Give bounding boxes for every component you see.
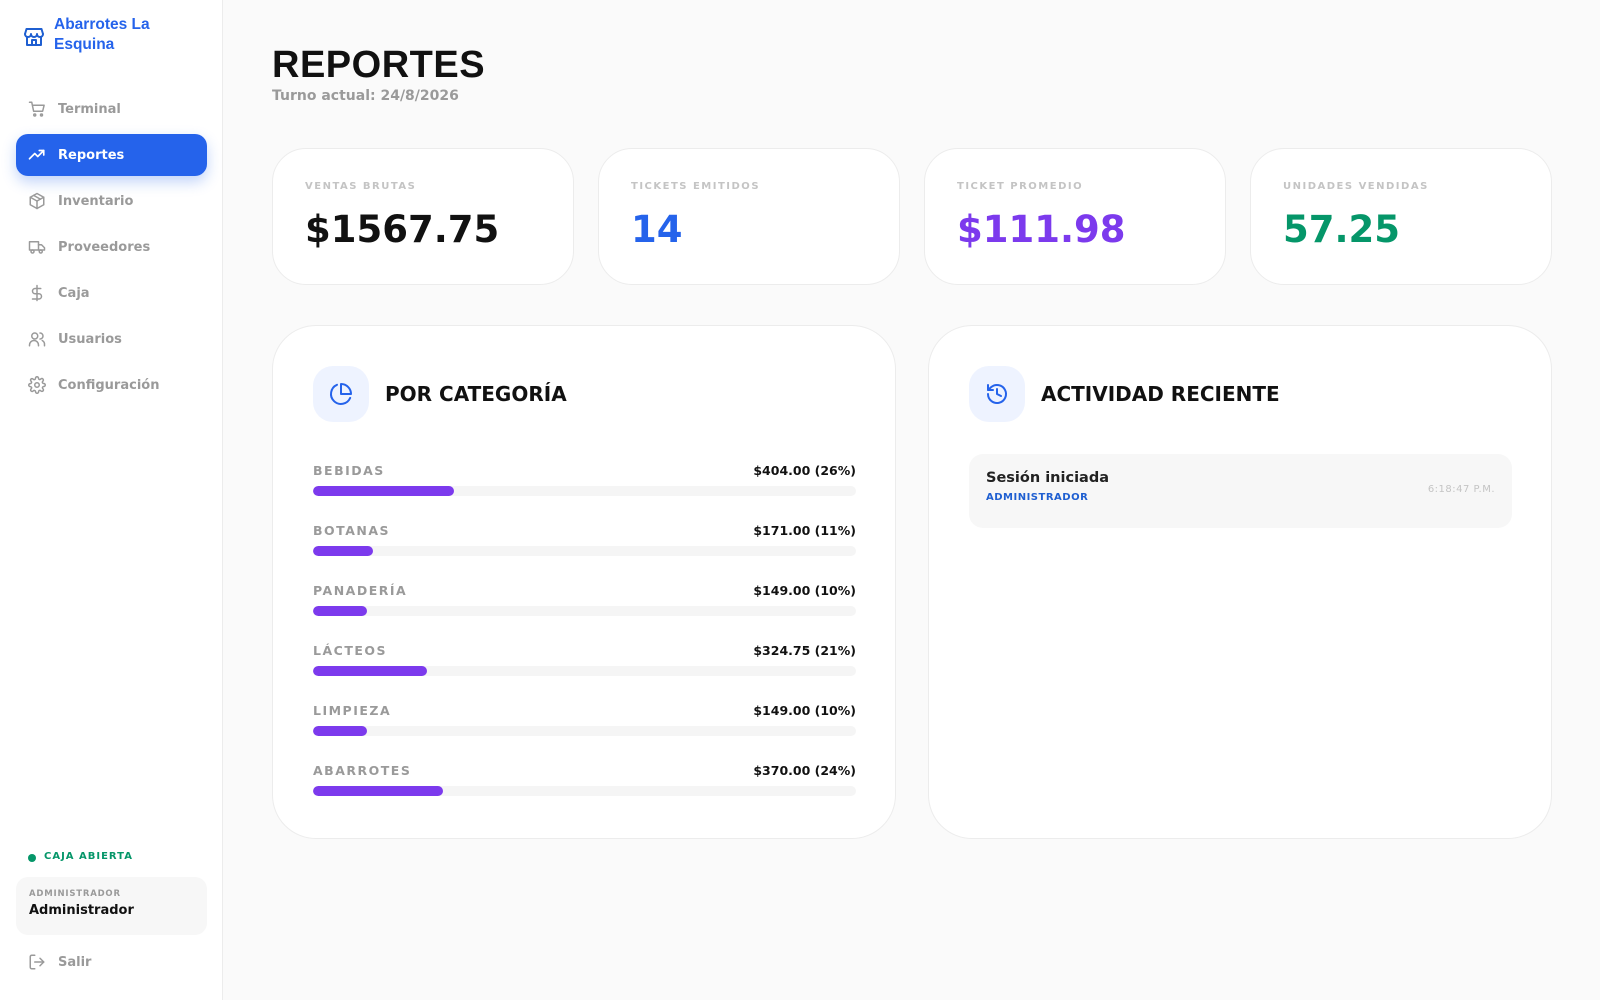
sidebar-item-proveedores[interactable]: Proveedores bbox=[16, 226, 207, 268]
category-row: BOTANAS $171.00 (11%) bbox=[313, 522, 856, 582]
category-row: BEBIDAS $404.00 (26%) bbox=[313, 462, 856, 522]
category-value: $324.75 (21%) bbox=[753, 642, 856, 658]
category-row: LÁCTEOS $324.75 (21%) bbox=[313, 642, 856, 702]
category-row: PANADERÍA $149.00 (10%) bbox=[313, 582, 856, 642]
brand[interactable]: Abarrotes La Esquina bbox=[22, 15, 174, 55]
activity-panel-title: ACTIVIDAD RECIENTE bbox=[1041, 382, 1280, 406]
sidebar-item-usuarios[interactable]: Usuarios bbox=[16, 318, 207, 360]
category-value: $370.00 (24%) bbox=[753, 762, 856, 778]
sidebar-item-label: Usuarios bbox=[58, 331, 122, 347]
activity-time: 6:18:47 P.M. bbox=[1427, 484, 1495, 495]
gear-icon bbox=[28, 376, 46, 394]
category-value: $404.00 (26%) bbox=[753, 462, 856, 478]
category-bar-fill bbox=[313, 606, 368, 616]
stat-card-ventas-brutas: VENTAS BRUTAS $1567.75 bbox=[272, 148, 574, 285]
category-bar-fill bbox=[313, 726, 368, 736]
category-bar-fill bbox=[313, 786, 444, 796]
stat-card-ticket-promedio: TICKET PROMEDIO $111.98 bbox=[924, 148, 1226, 285]
category-panel: POR CATEGORÍA BEBIDAS $404.00 (26%) BOTAN… bbox=[272, 325, 896, 839]
users-icon bbox=[28, 332, 46, 347]
sidebar-item-label: Proveedores bbox=[58, 239, 151, 255]
stat-value: $1567.75 bbox=[305, 208, 500, 251]
shift-date: Turno actual: 24/8/2026 bbox=[272, 88, 459, 104]
logout-label: Salir bbox=[58, 954, 92, 970]
sidebar-item-label: Inventario bbox=[58, 193, 134, 209]
category-row: LIMPIEZA $149.00 (10%) bbox=[313, 702, 856, 762]
sidebar-item-label: Configuración bbox=[58, 377, 160, 393]
category-bar-fill bbox=[313, 666, 428, 676]
caja-status: CAJA ABIERTA bbox=[28, 851, 133, 862]
sidebar: Abarrotes La Esquina Terminal Reportes I… bbox=[0, 0, 223, 1000]
user-role: ADMINISTRADOR bbox=[29, 889, 121, 899]
status-dot bbox=[28, 853, 36, 862]
stat-card-unidades-vendidas: UNIDADES VENDIDAS 57.25 bbox=[1250, 148, 1552, 285]
sidebar-item-label: Caja bbox=[58, 285, 90, 301]
category-list: BEBIDAS $404.00 (26%) BOTANAS $171.00 (11%… bbox=[313, 462, 856, 822]
category-panel-header: POR CATEGORÍA bbox=[313, 366, 567, 422]
trending-up-icon bbox=[28, 149, 45, 160]
category-name: LÁCTEOS bbox=[313, 642, 388, 658]
category-name: BEBIDAS bbox=[313, 462, 385, 478]
package-icon bbox=[29, 192, 45, 210]
category-panel-title: POR CATEGORÍA bbox=[385, 382, 567, 406]
stat-value: 14 bbox=[631, 208, 683, 251]
stat-card-tickets-emitidos: TICKETS EMITIDOS 14 bbox=[598, 148, 900, 285]
activity-panel-header: ACTIVIDAD RECIENTE bbox=[969, 366, 1280, 422]
category-bar-fill bbox=[313, 546, 373, 556]
stat-label: UNIDADES VENDIDAS bbox=[1283, 181, 1429, 192]
page-title: REPORTES bbox=[272, 44, 486, 86]
caja-status-label: CAJA ABIERTA bbox=[44, 851, 133, 862]
history-icon bbox=[969, 366, 1025, 422]
sidebar-item-caja[interactable]: Caja bbox=[16, 272, 207, 314]
pie-chart-icon bbox=[313, 366, 369, 422]
category-bar-fill bbox=[313, 486, 455, 496]
category-bar-track bbox=[313, 486, 856, 496]
dollar-icon bbox=[31, 284, 43, 302]
category-bar-track bbox=[313, 546, 856, 556]
stat-value: 57.25 bbox=[1283, 208, 1401, 251]
category-bar-track bbox=[313, 726, 856, 736]
sidebar-item-reportes[interactable]: Reportes bbox=[16, 134, 207, 176]
sidebar-item-label: Reportes bbox=[58, 147, 125, 163]
activity-title: Sesión iniciada bbox=[986, 470, 1109, 486]
user-card: ADMINISTRADOR Administrador bbox=[16, 877, 207, 935]
category-bar-track bbox=[313, 606, 856, 616]
category-name: PANADERÍA bbox=[313, 582, 408, 598]
activity-item: Sesión iniciada ADMINISTRADOR 6:18:47 P.… bbox=[969, 454, 1512, 528]
logout-icon bbox=[29, 954, 45, 970]
sidebar-item-terminal[interactable]: Terminal bbox=[16, 88, 207, 130]
category-value: $149.00 (10%) bbox=[753, 702, 856, 718]
sidebar-item-configuracion[interactable]: Configuración bbox=[16, 364, 207, 406]
brand-name: Abarrotes La Esquina bbox=[54, 16, 150, 53]
cart-icon bbox=[28, 101, 45, 117]
category-bar-track bbox=[313, 666, 856, 676]
category-name: BOTANAS bbox=[313, 522, 391, 538]
activity-panel: ACTIVIDAD RECIENTE Sesión iniciada ADMIN… bbox=[928, 325, 1552, 839]
stat-label: VENTAS BRUTAS bbox=[305, 181, 417, 192]
logout-button[interactable]: Salir bbox=[16, 942, 207, 982]
sidebar-item-label: Terminal bbox=[58, 101, 121, 117]
category-value: $171.00 (11%) bbox=[753, 522, 856, 538]
sidebar-nav: Terminal Reportes Inventario Proveedores… bbox=[16, 88, 207, 410]
user-name: Administrador bbox=[29, 903, 134, 918]
store-icon bbox=[24, 28, 44, 46]
category-name: LIMPIEZA bbox=[313, 702, 392, 718]
category-bar-track bbox=[313, 786, 856, 796]
sidebar-item-inventario[interactable]: Inventario bbox=[16, 180, 207, 222]
category-row: ABARROTES $370.00 (24%) bbox=[313, 762, 856, 822]
activity-user: ADMINISTRADOR bbox=[986, 492, 1089, 503]
truck-icon bbox=[28, 241, 46, 254]
category-name: ABARROTES bbox=[313, 762, 412, 778]
stat-label: TICKET PROMEDIO bbox=[957, 181, 1084, 192]
stat-value: $111.98 bbox=[957, 208, 1126, 251]
category-value: $149.00 (10%) bbox=[753, 582, 856, 598]
stat-label: TICKETS EMITIDOS bbox=[631, 181, 761, 192]
